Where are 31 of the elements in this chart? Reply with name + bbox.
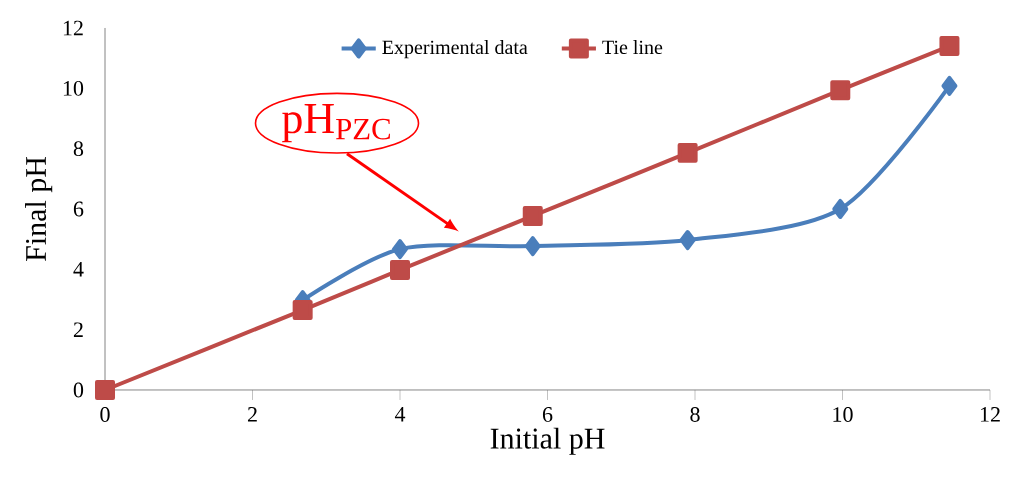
point	[679, 230, 696, 251]
x-tick-label: 0	[100, 407, 110, 422]
point	[677, 142, 698, 163]
point	[292, 300, 313, 321]
x-tick-label: 8	[690, 407, 700, 422]
x-tick-label: 4	[394, 407, 406, 422]
point	[832, 198, 849, 219]
y-axis-title: Final pH	[25, 156, 53, 262]
y-tick-label: 12	[63, 20, 83, 36]
y-tick-label: 0	[73, 382, 84, 398]
x-tick-label: 6	[542, 407, 553, 422]
point	[95, 379, 116, 400]
legend-label: Tie line	[602, 39, 663, 55]
x-tick-label: 10	[833, 407, 853, 422]
y-tick-label: 4	[73, 262, 84, 277]
y-tick-label: 2	[73, 322, 83, 337]
annotation: pH$_{PZC}$	[282, 104, 390, 143]
x-tick-label: 12	[980, 407, 1000, 422]
x-axis-title: Initial pH	[490, 427, 605, 455]
point	[830, 80, 851, 101]
x-tick-label: 2	[247, 407, 257, 422]
point	[392, 239, 408, 260]
y-tick-label: 10	[63, 80, 84, 96]
legend-label: Experimental data	[382, 39, 528, 59]
point	[522, 205, 543, 226]
point	[941, 75, 958, 96]
point	[939, 36, 960, 57]
point	[524, 236, 541, 257]
point	[390, 259, 410, 280]
y-tick-label: 6	[73, 201, 84, 217]
y-tick-label: 8	[73, 141, 84, 157]
